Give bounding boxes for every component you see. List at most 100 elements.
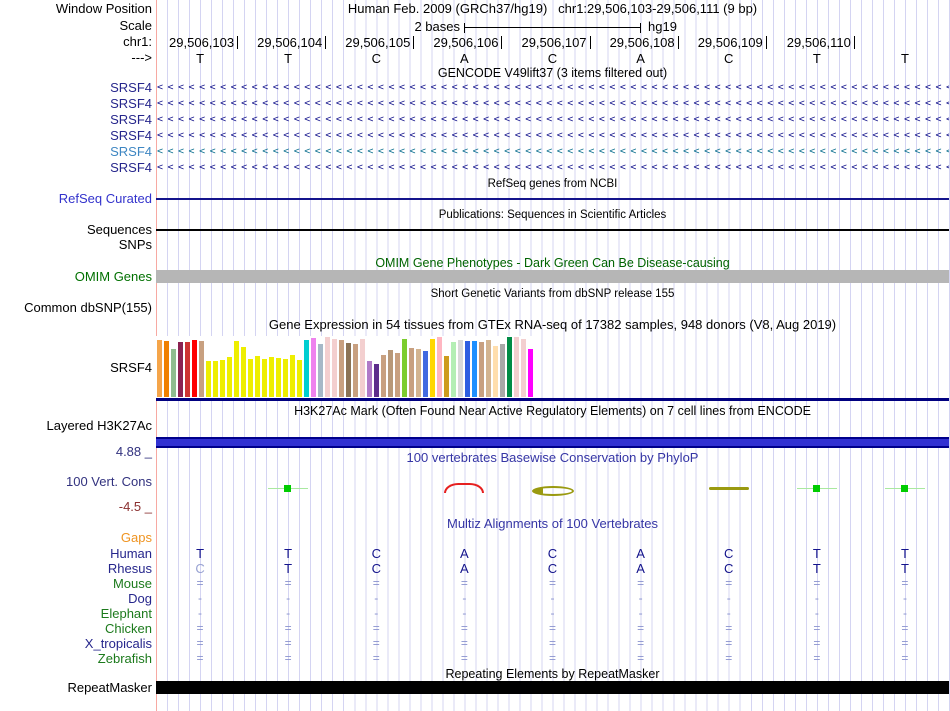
gtex-tissue-bar[interactable] — [220, 360, 225, 397]
gtex-tissue-bar[interactable] — [276, 358, 281, 397]
layered-h3k27ac-label[interactable]: Layered H3K27Ac — [46, 418, 152, 433]
gtex-tissue-bar[interactable] — [339, 340, 344, 397]
gtex-tissue-bar[interactable] — [318, 344, 323, 397]
omim-genes-label[interactable]: OMIM Genes — [74, 269, 152, 284]
multiz-species-label[interactable]: Zebrafish — [97, 651, 152, 666]
gtex-tissue-bar[interactable] — [157, 340, 162, 397]
gtex-tissue-bar[interactable] — [227, 357, 232, 397]
multiz-species-label[interactable]: Dog — [128, 591, 152, 606]
publications-title[interactable]: Publications: Sequences in Scientific Ar… — [438, 209, 667, 221]
gene-label-srsf4[interactable]: SRSF4 — [110, 96, 152, 111]
conservation-mark-positive[interactable] — [812, 485, 820, 492]
gtex-tissue-bar[interactable] — [283, 359, 288, 397]
gtex-tissue-bar[interactable] — [297, 360, 302, 397]
h3k27ac-signal[interactable] — [156, 437, 949, 448]
gtex-tissue-bar[interactable] — [171, 349, 176, 397]
gtex-tissue-bar[interactable] — [255, 356, 260, 397]
conservation-mark-negative[interactable] — [444, 483, 485, 493]
gene-label-srsf4[interactable]: SRSF4 — [110, 80, 152, 95]
conservation-mark-positive[interactable] — [284, 485, 292, 492]
gtex-tissue-bar[interactable] — [248, 359, 253, 397]
gtex-tissue-bar[interactable] — [437, 337, 442, 397]
gene-transcript-arrows[interactable]: <<<<<<<<<<<<<<<<<<<<<<<<<<<<<<<<<<<<<<<<… — [157, 162, 949, 173]
gtex-tissue-bar[interactable] — [528, 349, 533, 397]
gtex-tissue-bar[interactable] — [388, 350, 393, 397]
gtex-tissue-bar[interactable] — [451, 342, 456, 397]
repeatmasker-label[interactable]: RepeatMasker — [67, 680, 152, 695]
gtex-tissue-bar[interactable] — [493, 346, 498, 397]
common-dbsnp-label[interactable]: Common dbSNP(155) — [24, 300, 152, 315]
refseq-curated-label[interactable]: RefSeq Curated — [58, 191, 152, 206]
gene-transcript-arrows[interactable]: <<<<<<<<<<<<<<<<<<<<<<<<<<<<<<<<<<<<<<<<… — [157, 130, 949, 141]
gtex-bar-chart[interactable] — [157, 337, 537, 397]
gtex-tissue-bar[interactable] — [234, 341, 239, 397]
multiz-species-label[interactable]: Mouse — [112, 576, 152, 591]
sequences-item[interactable] — [156, 229, 949, 231]
gtex-tissue-bar[interactable] — [192, 340, 197, 397]
gtex-tissue-bar[interactable] — [213, 361, 218, 397]
gtex-tissue-bar[interactable] — [423, 351, 428, 397]
repeatmasker-item[interactable] — [156, 681, 949, 694]
gtex-tissue-bar[interactable] — [185, 342, 190, 397]
gtex-title[interactable]: Gene Expression in 54 tissues from GTEx … — [268, 317, 837, 332]
conservation-title[interactable]: 100 vertebrates Basewise Conservation by… — [406, 450, 699, 465]
refseq-title[interactable]: RefSeq genes from NCBI — [487, 178, 618, 190]
gtex-tissue-bar[interactable] — [416, 349, 421, 397]
multiz-species-label[interactable]: Human — [110, 546, 152, 561]
gtex-tissue-bar[interactable] — [262, 359, 267, 397]
conservation-track-label[interactable]: 100 Vert. Cons — [66, 474, 152, 489]
h3k27ac-title[interactable]: H3K27Ac Mark (Often Found Near Active Re… — [294, 404, 811, 418]
gtex-tissue-bar[interactable] — [500, 344, 505, 397]
gtex-tissue-bar[interactable] — [458, 340, 463, 397]
gtex-tissue-bar[interactable] — [465, 341, 470, 397]
gtex-tissue-bar[interactable] — [479, 342, 484, 397]
multiz-species-label[interactable]: Elephant — [100, 606, 152, 621]
repeatmasker-title[interactable]: Repeating Elements by RepeatMasker — [445, 667, 660, 681]
gtex-tissue-bar[interactable] — [164, 341, 169, 397]
gtex-tissue-bar[interactable] — [507, 337, 512, 397]
gene-label-srsf4[interactable]: SRSF4 — [110, 112, 152, 127]
gtex-tissue-bar[interactable] — [178, 342, 183, 397]
multiz-species-label[interactable]: X_tropicalis — [84, 636, 152, 651]
conservation-mark-positive[interactable] — [900, 485, 908, 492]
sequences-label[interactable]: Sequences — [86, 222, 152, 237]
gtex-tissue-bar[interactable] — [311, 338, 316, 397]
multiz-title[interactable]: Multiz Alignments of 100 Vertebrates — [446, 516, 658, 531]
gtex-tissue-bar[interactable] — [304, 340, 309, 397]
gtex-tissue-bar[interactable] — [430, 339, 435, 397]
gtex-tissue-bar[interactable] — [521, 339, 526, 397]
gtex-tissue-bar[interactable] — [269, 357, 274, 397]
gtex-gene-label[interactable]: SRSF4 — [110, 360, 152, 375]
dbsnp-title[interactable]: Short Genetic Variants from dbSNP releas… — [430, 288, 675, 300]
gtex-tissue-bar[interactable] — [206, 361, 211, 397]
multiz-species-label[interactable]: Rhesus — [107, 561, 152, 576]
refseq-curated-item[interactable] — [156, 198, 949, 200]
gtex-tissue-bar[interactable] — [199, 341, 204, 397]
gene-label-srsf4[interactable]: SRSF4 — [110, 128, 152, 143]
omim-genes-item[interactable] — [156, 270, 949, 283]
gtex-tissue-bar[interactable] — [514, 337, 519, 397]
omim-title[interactable]: OMIM Gene Phenotypes - Dark Green Can Be… — [375, 256, 730, 270]
gene-transcript-arrows[interactable]: <<<<<<<<<<<<<<<<<<<<<<<<<<<<<<<<<<<<<<<<… — [157, 114, 949, 125]
gtex-tissue-bar[interactable] — [409, 348, 414, 397]
gtex-tissue-bar[interactable] — [241, 347, 246, 397]
gencode-title[interactable]: GENCODE V49lift37 (3 items filtered out) — [437, 66, 668, 80]
gtex-tissue-bar[interactable] — [346, 343, 351, 397]
gene-transcript-arrows[interactable]: <<<<<<<<<<<<<<<<<<<<<<<<<<<<<<<<<<<<<<<<… — [157, 146, 949, 157]
gtex-tissue-bar[interactable] — [402, 339, 407, 397]
gene-transcript-arrows[interactable]: <<<<<<<<<<<<<<<<<<<<<<<<<<<<<<<<<<<<<<<<… — [157, 98, 949, 109]
gtex-tissue-bar[interactable] — [472, 341, 477, 397]
gene-label-srsf4[interactable]: SRSF4 — [110, 144, 152, 159]
gtex-tissue-bar[interactable] — [367, 361, 372, 397]
gtex-tissue-bar[interactable] — [353, 344, 358, 397]
conservation-mark-neutral[interactable] — [708, 487, 749, 490]
gaps-label[interactable]: Gaps — [120, 530, 152, 545]
gtex-tissue-bar[interactable] — [325, 337, 330, 397]
gtex-tissue-bar[interactable] — [395, 353, 400, 397]
gtex-tissue-bar[interactable] — [381, 355, 386, 397]
multiz-species-label[interactable]: Chicken — [105, 621, 152, 636]
gtex-tissue-bar[interactable] — [374, 364, 379, 397]
gtex-tissue-bar[interactable] — [444, 356, 449, 397]
conservation-mark-neutral[interactable] — [531, 486, 574, 496]
snps-label[interactable]: SNPs — [118, 237, 152, 252]
